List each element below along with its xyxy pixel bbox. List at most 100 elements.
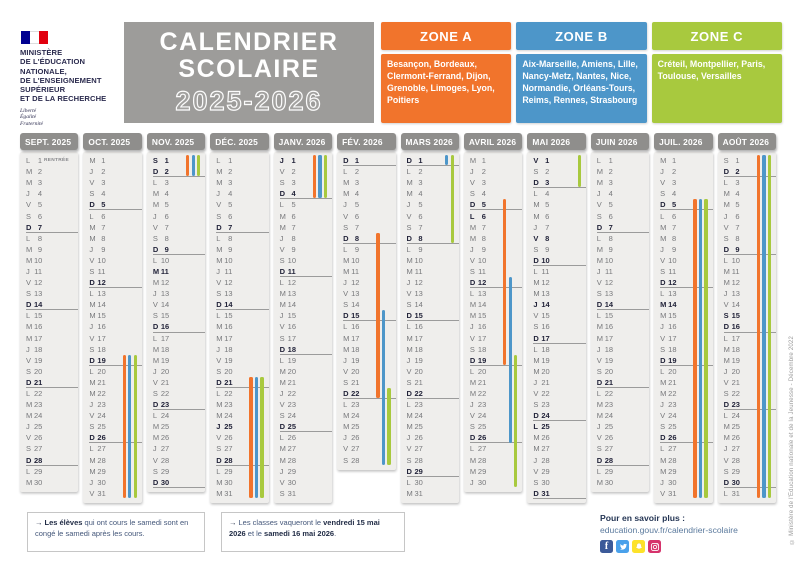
day-number: 5 (228, 200, 233, 210)
header: MINISTÈRE DE L'ÉDUCATION NATIONALE, DE L… (20, 22, 782, 127)
day-row: D 26 (660, 432, 712, 443)
month-header: SEPT. 2025 (20, 133, 79, 150)
calendar-website-link[interactable]: education.gouv.fr/calendrier-scolaire (600, 525, 738, 535)
day-letter: L (596, 311, 601, 321)
more-info-label: Pour en savoir plus : (600, 513, 686, 523)
day-letter: J (533, 377, 538, 387)
day-letter: M (343, 189, 350, 199)
day-row: M 10 (343, 255, 395, 266)
day-row: V 16 (280, 321, 332, 332)
facebook-icon[interactable]: f (600, 540, 613, 553)
day-letter: M (279, 366, 286, 376)
day-letter: V (469, 178, 475, 188)
months-grid: SEPT. 2025 L 1 RENTRÉE M 2 M 3 J 4 V 5 S 6 D 7 L 8 M 9 M 10 J 1… (20, 133, 776, 503)
zone-a-header: ZONE A (381, 22, 512, 50)
day-row: V 14 (724, 299, 776, 310)
instagram-icon[interactable] (648, 540, 661, 553)
day-row: J 12 (407, 277, 459, 288)
day-letter: S (216, 289, 222, 299)
day-number: 15 (414, 311, 423, 321)
day-letter: V (26, 355, 32, 365)
day-number: 29 (414, 466, 423, 476)
day-letter: J (723, 366, 728, 376)
day-row: L 27 (89, 443, 141, 454)
day-number: 28 (224, 455, 233, 465)
day-letter: J (26, 189, 30, 199)
day-number: 4 (37, 189, 42, 199)
day-number: 13 (541, 289, 550, 299)
day-row: M 16 (26, 321, 78, 332)
day-letter: M (216, 244, 223, 254)
day-row: M 29 (660, 466, 712, 477)
day-number: 1 (418, 156, 423, 166)
day-letter: L (89, 366, 94, 376)
day-row: J 21 (533, 377, 585, 388)
day-letter: L (152, 411, 157, 421)
day-letter: L (533, 422, 538, 432)
day-number: 9 (228, 244, 233, 254)
day-row: M 24 (26, 410, 78, 421)
zone-a-block: ZONE A Besançon, Bordeaux, Clermont-Ferr… (381, 22, 512, 123)
day-number: 29 (287, 466, 296, 476)
day-letter: M (469, 233, 477, 243)
day-row: L 23 (407, 399, 459, 410)
day-row: M 30 (597, 477, 649, 488)
day-row: L 1 RENTRÉE (26, 155, 78, 166)
day-number: 2 (671, 167, 677, 177)
day-row: L 16 (407, 321, 459, 332)
day-number: 18 (414, 344, 423, 354)
day-number: 2 (228, 167, 233, 177)
month-body: V 1 S 2 D 3 L 4 M 5 M 6 J 7 V 8 S 9 D 10 L 11 M 12 M 13 J 14 V 15 S 16 D… (527, 152, 586, 503)
day-letter: M (279, 222, 286, 232)
day-row: D 24 (533, 410, 585, 421)
day-number: 8 (291, 233, 296, 243)
day-number: 17 (731, 333, 740, 343)
day-row: V 22 (533, 388, 585, 399)
day-row: M 18 (407, 344, 459, 355)
day-row: S 10 (280, 255, 332, 266)
day-letter: J (216, 422, 221, 432)
day-row: M 19 (724, 355, 776, 366)
day-letter: M (723, 355, 730, 365)
day-row: M 19 (533, 355, 585, 366)
day-number: 3 (671, 178, 677, 188)
day-row: D 21 (216, 377, 268, 388)
ministry-line: NATIONALE, (20, 66, 67, 76)
day-row: D 26 (470, 432, 522, 443)
day-row: M 24 (597, 410, 649, 421)
day-letter: L (89, 289, 94, 299)
day-number: 3 (37, 178, 42, 188)
day-number: 29 (604, 466, 614, 476)
day-number: 21 (604, 377, 614, 387)
day-letter: D (279, 344, 286, 354)
day-number: 24 (731, 411, 740, 421)
day-row: V 30 (280, 477, 332, 488)
day-number: 28 (604, 455, 614, 465)
day-row: M 21 (470, 377, 522, 388)
day-letter: J (469, 244, 474, 254)
day-letter: V (279, 477, 285, 487)
day-number: 15 (160, 311, 170, 321)
day-row: V 19 (26, 355, 78, 366)
day-number: 20 (731, 366, 740, 376)
day-letter: V (660, 333, 666, 343)
snapchat-icon[interactable] (632, 540, 645, 553)
day-number: 27 (414, 444, 423, 454)
day-row: M 10 (407, 255, 459, 266)
day-letter: D (406, 156, 412, 166)
twitter-icon[interactable] (616, 540, 629, 553)
